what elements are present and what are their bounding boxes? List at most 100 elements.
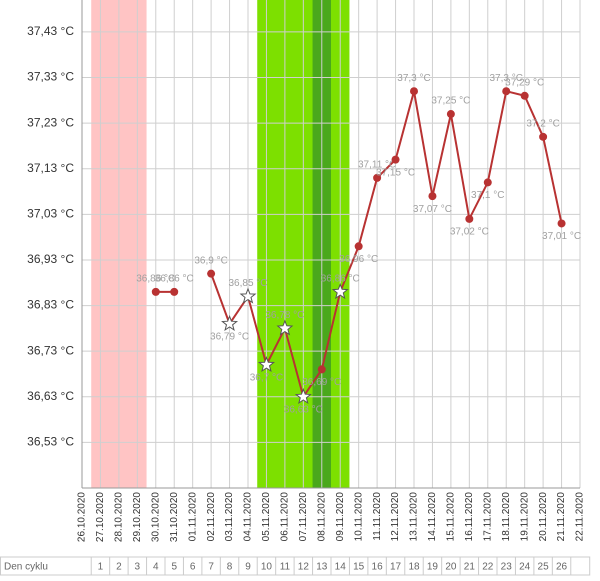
x-tick-label: 08.11.2020 — [316, 492, 327, 542]
x-tick-label: 05.11.2020 — [261, 492, 272, 542]
value-label: 36,78 °C — [265, 310, 304, 321]
point — [354, 242, 363, 251]
x-tick-label: 18.11.2020 — [501, 492, 512, 542]
y-tick-label: 37,23 °C — [27, 115, 74, 129]
x-tick-label: 20.11.2020 — [538, 492, 549, 542]
cycle-day: 4 — [153, 562, 159, 573]
y-tick-label: 36,73 °C — [27, 343, 74, 357]
cycle-day: 21 — [464, 562, 476, 573]
point — [502, 87, 511, 96]
x-tick-label: 09.11.2020 — [335, 492, 346, 542]
value-label: 36,63 °C — [284, 404, 323, 415]
cycle-day: 14 — [335, 562, 347, 573]
x-tick-label: 17.11.2020 — [482, 492, 493, 542]
cycle-day: 11 — [280, 562, 291, 573]
value-label: 37,29 °C — [505, 77, 544, 88]
cycle-day: 5 — [171, 562, 177, 573]
y-tick-label: 37,13 °C — [27, 161, 74, 175]
cycle-day: 24 — [519, 562, 531, 573]
cycle-day: 20 — [445, 562, 457, 573]
point — [207, 269, 216, 278]
cycle-day: 7 — [208, 562, 214, 573]
x-tick-label: 15.11.2020 — [446, 492, 457, 542]
x-tick-label: 06.11.2020 — [280, 492, 291, 542]
point — [317, 365, 326, 374]
star-marker — [221, 314, 239, 332]
x-tick-label: 11.11.2020 — [372, 492, 383, 541]
y-tick-label: 37,43 °C — [27, 24, 74, 38]
value-label: 36,85 °C — [228, 278, 267, 289]
cycle-row — [0, 556, 591, 576]
x-tick-label: 29.10.2020 — [132, 492, 143, 542]
value-label: 37,3 °C — [489, 73, 522, 84]
x-tick-label: 04.11.2020 — [243, 492, 254, 542]
star-marker — [276, 319, 294, 336]
cycle-day: 2 — [116, 562, 122, 573]
x-tick-label: 10.11.2020 — [353, 492, 364, 542]
point — [170, 287, 179, 296]
value-label: 36,69 °C — [302, 377, 341, 388]
value-label: 36,79 °C — [210, 331, 249, 342]
x-tick-label: 03.11.2020 — [224, 492, 235, 542]
cycle-day: 23 — [501, 562, 513, 573]
point — [428, 192, 437, 201]
y-tick-label: 36,93 °C — [27, 252, 74, 266]
point — [483, 178, 492, 187]
cycle-day: 25 — [538, 562, 550, 573]
y-tick-label: 37,03 °C — [27, 207, 74, 221]
cycle-day: 12 — [298, 562, 310, 573]
x-tick-label: 12.11.2020 — [390, 492, 401, 542]
x-tick-label: 28.10.2020 — [114, 492, 125, 542]
cycle-day: 17 — [390, 562, 402, 573]
x-tick-label: 02.11.2020 — [206, 492, 217, 542]
x-tick-label: 31.10.2020 — [169, 492, 180, 542]
value-label: 36,9 °C — [194, 255, 227, 266]
cycle-day: 22 — [482, 562, 494, 573]
cycle-day: 10 — [261, 562, 273, 573]
cycle-day: 1 — [98, 562, 104, 573]
star-marker — [294, 387, 312, 405]
value-label: 37,2 °C — [526, 118, 559, 129]
x-tick-label: 14.11.2020 — [427, 492, 438, 542]
value-label: 36,86 °C — [136, 274, 175, 285]
cycle-day: 3 — [135, 562, 141, 573]
value-label: 37,07 °C — [413, 204, 452, 215]
x-tick-label: 21.11.2020 — [556, 492, 567, 542]
x-tick-label: 16.11.2020 — [464, 492, 475, 542]
point — [446, 110, 455, 119]
point — [557, 219, 566, 228]
y-tick-label: 36,53 °C — [27, 435, 74, 449]
point — [465, 214, 474, 223]
x-tick-label: 07.11.2020 — [298, 492, 309, 542]
cycle-day: 13 — [316, 562, 328, 573]
star-marker — [239, 287, 257, 304]
value-label: 37,15 °C — [376, 167, 415, 178]
star-marker — [257, 355, 275, 373]
x-tick-label: 13.11.2020 — [409, 492, 420, 542]
cycle-day: 15 — [353, 562, 365, 573]
cycle-label: Den cyklu — [4, 562, 48, 573]
value-label: 36,7 °C — [250, 373, 283, 384]
cycle-day: 18 — [408, 562, 420, 573]
x-tick-label: 26.10.2020 — [77, 492, 88, 542]
y-tick-label: 36,63 °C — [27, 389, 74, 403]
point — [151, 287, 160, 296]
x-tick-label: 22.11.2020 — [575, 492, 586, 542]
value-label: 37,3 °C — [397, 73, 430, 84]
point — [520, 91, 529, 100]
value-label: 37,1 °C — [471, 190, 504, 201]
value-label: 36,96 °C — [339, 254, 378, 265]
y-tick-label: 36,83 °C — [27, 298, 74, 312]
point — [373, 173, 382, 182]
x-tick-label: 27.10.2020 — [95, 492, 106, 542]
y-tick-label: 37,33 °C — [27, 70, 74, 84]
cycle-day: 6 — [190, 562, 196, 573]
cycle-day: 26 — [556, 562, 568, 573]
cycle-day: 16 — [372, 562, 384, 573]
value-label: 37,25 °C — [431, 96, 470, 107]
x-tick-label: 01.11.2020 — [187, 492, 198, 542]
point — [539, 132, 548, 141]
x-tick-label: 30.10.2020 — [150, 492, 161, 542]
x-tick-label: 19.11.2020 — [519, 492, 530, 542]
